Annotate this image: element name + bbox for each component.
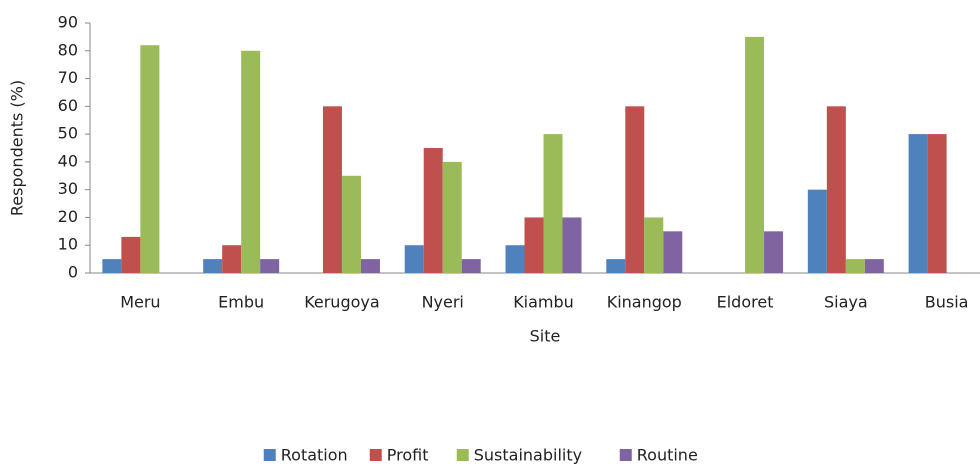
bar [562, 217, 582, 273]
legend-swatch [619, 449, 632, 461]
bar [625, 106, 645, 273]
y-tick-label: 10 [58, 235, 78, 254]
bar [360, 259, 380, 273]
y-tick-label: 90 [58, 13, 78, 32]
y-tick-label: 80 [58, 40, 78, 59]
y-tick-label: 70 [58, 68, 78, 87]
legend-label: Rotation [281, 446, 348, 465]
y-tick-label: 60 [58, 96, 78, 115]
bar [663, 231, 683, 273]
x-tick-label: Kinangop [607, 293, 682, 312]
legend-swatch [456, 449, 469, 461]
bar [102, 259, 122, 273]
x-tick-label: Kerugoya [304, 293, 379, 312]
y-tick-label: 30 [58, 179, 78, 198]
bar [322, 106, 342, 273]
bar [121, 236, 141, 273]
bar [908, 134, 928, 273]
y-tick-label: 50 [58, 124, 78, 143]
x-tick-label: Meru [120, 293, 160, 312]
bar [260, 259, 280, 273]
y-axis-label: Respondents (%) [8, 80, 27, 216]
bar [864, 259, 884, 273]
bar [745, 36, 765, 274]
x-tick-label: Embu [218, 293, 264, 312]
y-tick-label: 20 [58, 207, 78, 226]
legend-swatch [263, 449, 276, 461]
x-axis-label: Site [530, 327, 561, 346]
bar [524, 217, 544, 273]
bar [845, 259, 865, 273]
bar [826, 106, 846, 273]
x-tick-label: Busia [925, 293, 969, 312]
x-tick-label: Eldoret [717, 293, 774, 312]
bar [423, 148, 443, 273]
bar [241, 50, 261, 274]
bar [505, 245, 525, 273]
bar [543, 134, 563, 273]
bar [203, 259, 223, 273]
legend-label: Profit [387, 446, 429, 465]
bar [606, 259, 626, 273]
legend-label: Sustainability [474, 446, 582, 465]
legend-label: Routine [637, 446, 698, 465]
bar [644, 217, 664, 273]
x-tick-label: Siaya [824, 293, 868, 312]
bar [927, 134, 947, 273]
y-tick-label: 0 [68, 263, 78, 282]
x-tick-label: Nyeri [422, 293, 464, 312]
bar [404, 245, 424, 273]
bar [442, 161, 462, 273]
bar [222, 245, 242, 273]
bar [461, 259, 481, 273]
bar [341, 175, 361, 273]
y-tick-label: 40 [58, 151, 78, 170]
bar [140, 45, 160, 273]
x-tick-label: Kiambu [513, 293, 574, 312]
bar [764, 231, 784, 273]
bar [807, 189, 827, 273]
legend-swatch [369, 449, 382, 461]
